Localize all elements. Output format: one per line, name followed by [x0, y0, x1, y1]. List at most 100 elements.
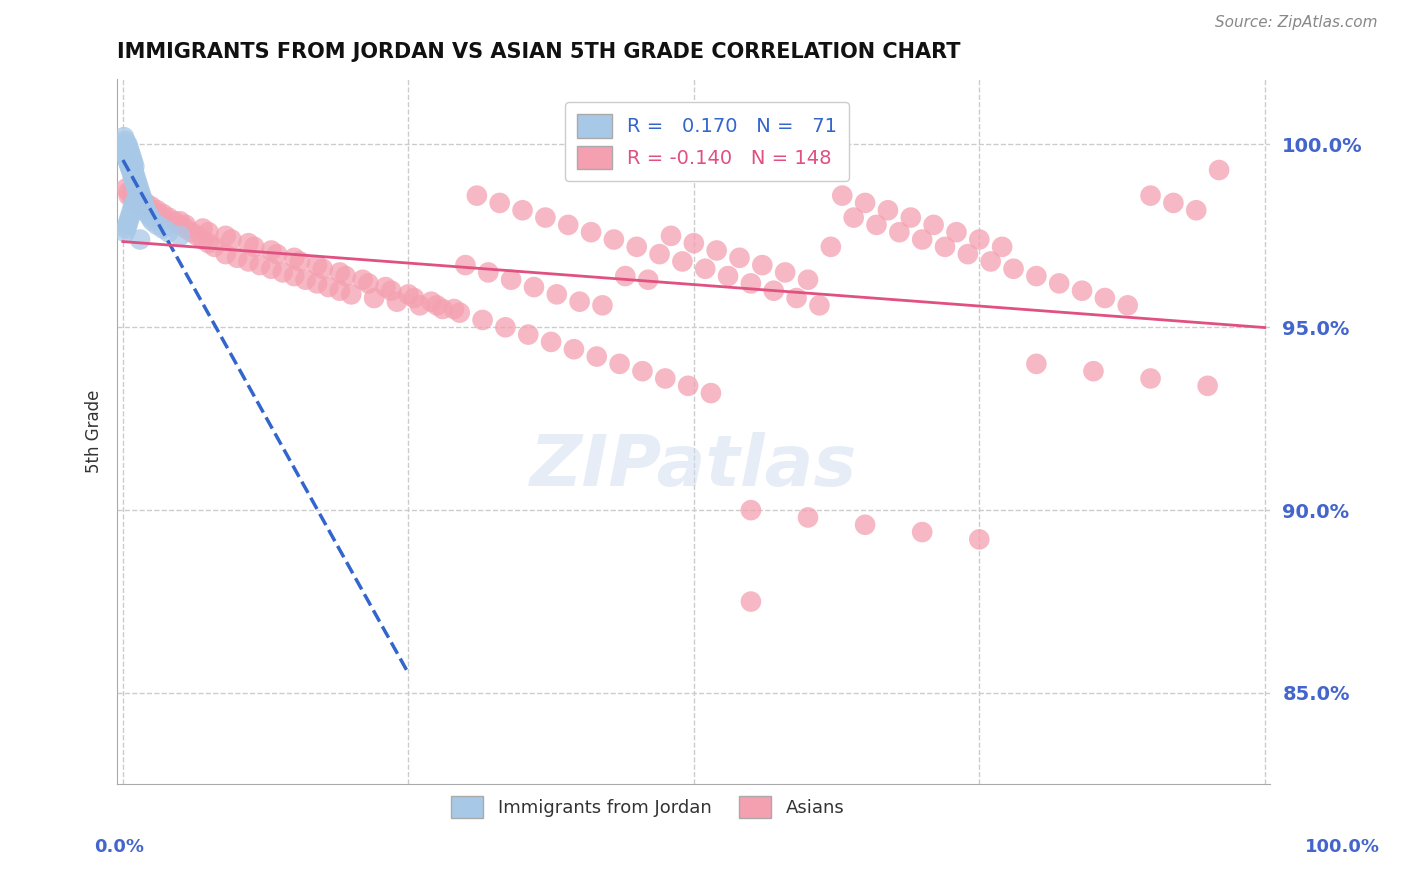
Point [426, 298, 449, 312]
Point [682, 236, 704, 251]
Point [991, 240, 1014, 254]
Point [134, 200, 156, 214]
Point [934, 240, 956, 254]
Point [404, 291, 426, 305]
Point [135, 196, 157, 211]
Point [695, 261, 717, 276]
Point [329, 284, 352, 298]
Point [136, 207, 159, 221]
Point [1083, 364, 1105, 378]
Point [283, 251, 305, 265]
Point [152, 221, 174, 235]
Point [115, 145, 138, 159]
Point [1071, 284, 1094, 298]
Point [922, 218, 945, 232]
Point [121, 160, 143, 174]
Point [340, 287, 363, 301]
Point [121, 188, 143, 202]
Point [122, 163, 145, 178]
Text: IMMIGRANTS FROM JORDAN VS ASIAN 5TH GRADE CORRELATION CHART: IMMIGRANTS FROM JORDAN VS ASIAN 5TH GRAD… [117, 42, 960, 62]
Point [132, 203, 155, 218]
Point [243, 240, 266, 254]
Point [671, 254, 693, 268]
Point [797, 273, 820, 287]
Point [877, 203, 900, 218]
Text: 100.0%: 100.0% [1305, 838, 1381, 855]
Point [900, 211, 922, 225]
Point [117, 185, 139, 199]
Point [238, 236, 260, 251]
Point [283, 269, 305, 284]
Point [889, 225, 911, 239]
Point [120, 163, 142, 178]
Point [648, 247, 671, 261]
Point [659, 228, 682, 243]
Y-axis label: 5th Grade: 5th Grade [86, 390, 103, 473]
Point [969, 533, 991, 547]
Point [118, 152, 141, 166]
Point [117, 152, 139, 166]
Point [312, 261, 335, 276]
Point [115, 181, 138, 195]
Point [124, 174, 146, 188]
Point [115, 221, 138, 235]
Point [501, 273, 523, 287]
Point [122, 155, 145, 169]
Point [396, 287, 419, 301]
Point [271, 265, 294, 279]
Point [117, 137, 139, 152]
Point [221, 233, 243, 247]
Point [260, 244, 283, 258]
Point [305, 258, 328, 272]
Point [945, 225, 967, 239]
Point [494, 320, 516, 334]
Point [121, 152, 143, 166]
Point [773, 265, 796, 279]
Point [114, 141, 136, 155]
Text: Source: ZipAtlas.com: Source: ZipAtlas.com [1215, 15, 1378, 29]
Point [157, 211, 180, 225]
Point [120, 155, 142, 169]
Point [128, 188, 150, 202]
Point [129, 188, 152, 202]
Point [124, 160, 146, 174]
Point [169, 214, 191, 228]
Point [127, 185, 149, 199]
Point [115, 148, 138, 162]
Point [762, 284, 785, 298]
Point [141, 200, 163, 214]
Point [614, 269, 637, 284]
Point [374, 280, 396, 294]
Point [152, 207, 174, 221]
Point [121, 203, 143, 218]
Point [853, 517, 876, 532]
Point [125, 196, 148, 211]
Point [700, 386, 723, 401]
Point [454, 258, 477, 272]
Point [114, 225, 136, 239]
Point [117, 152, 139, 166]
Point [120, 155, 142, 169]
Point [115, 141, 138, 155]
Point [288, 254, 311, 268]
Point [142, 214, 165, 228]
Point [117, 141, 139, 155]
Point [157, 225, 180, 239]
Point [114, 145, 136, 159]
Point [118, 211, 141, 225]
Point [117, 218, 139, 232]
Point [118, 152, 141, 166]
Text: ZIPatlas: ZIPatlas [530, 433, 858, 501]
Point [820, 240, 842, 254]
Point [1163, 196, 1185, 211]
Point [831, 188, 853, 202]
Point [125, 181, 148, 195]
Point [129, 185, 152, 199]
Point [420, 294, 443, 309]
Point [1047, 277, 1070, 291]
Point [186, 228, 208, 243]
Point [163, 214, 186, 228]
Point [488, 196, 510, 211]
Point [124, 192, 146, 206]
Point [115, 148, 138, 162]
